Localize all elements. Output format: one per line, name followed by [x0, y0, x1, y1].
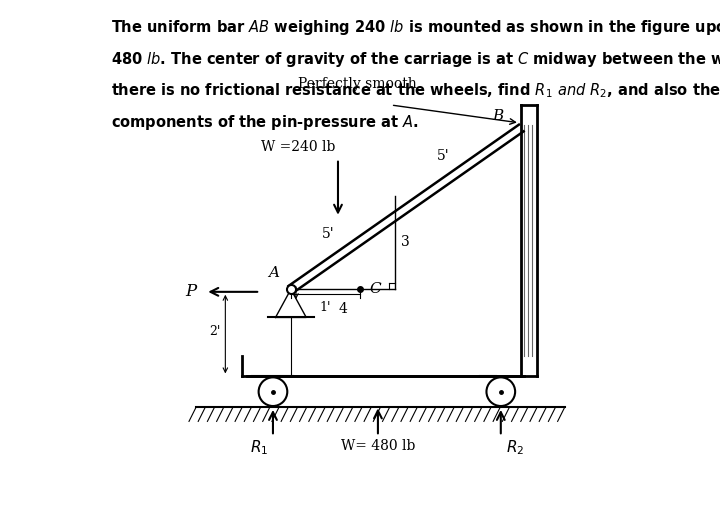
- Text: 5': 5': [322, 227, 334, 241]
- Text: components of the pin-pressure at $A$.: components of the pin-pressure at $A$.: [111, 113, 419, 132]
- Text: 3: 3: [401, 236, 410, 249]
- Text: B: B: [492, 109, 504, 123]
- Text: 1': 1': [320, 301, 331, 313]
- Text: $R_2$: $R_2$: [506, 439, 524, 458]
- Text: W= 480 lb: W= 480 lb: [341, 439, 415, 453]
- Text: 5': 5': [437, 149, 449, 163]
- Text: Perfectly smooth: Perfectly smooth: [298, 77, 417, 92]
- Text: W =240 lb: W =240 lb: [261, 140, 336, 154]
- Text: there is no frictional resistance at the wheels, find $R_1$ $and$ $R_2$, and als: there is no frictional resistance at the…: [111, 81, 720, 100]
- Text: 4: 4: [338, 302, 347, 316]
- Text: A: A: [269, 266, 279, 280]
- Text: 480 $lb$. The center of gravity of the carriage is at $C$ midway between the whe: 480 $lb$. The center of gravity of the c…: [111, 50, 720, 69]
- Text: 2': 2': [209, 325, 220, 338]
- Text: P: P: [185, 283, 196, 301]
- Text: $R_1$: $R_1$: [250, 439, 268, 458]
- Text: The uniform bar $AB$ weighing 240 $lb$ is mounted as shown in the figure upon a : The uniform bar $AB$ weighing 240 $lb$ i…: [111, 18, 720, 37]
- Text: C: C: [369, 282, 381, 296]
